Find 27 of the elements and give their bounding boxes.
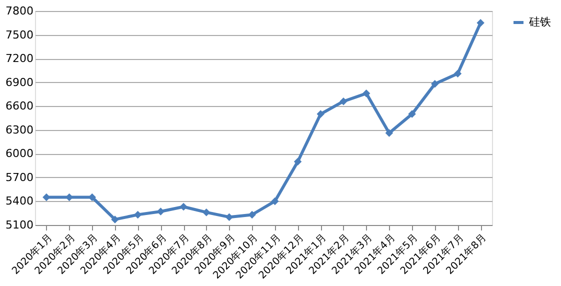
point <box>202 208 210 216</box>
point <box>225 213 234 221</box>
y-tick-label: 5400 <box>6 194 34 208</box>
y-tick-label: 5100 <box>6 218 34 232</box>
point <box>180 202 188 211</box>
y-tick-label: 7500 <box>6 28 34 42</box>
y-tick-label: 5700 <box>6 170 34 184</box>
y-tick-label: 6900 <box>6 76 34 89</box>
y-tick-label: 7200 <box>6 52 34 66</box>
y-tick-label: 6000 <box>6 147 34 160</box>
point <box>454 70 462 78</box>
y-tick-label: 6600 <box>6 100 34 113</box>
point <box>476 19 484 27</box>
y-tick-label: 7800 <box>6 4 34 18</box>
point <box>294 158 302 166</box>
point <box>134 210 142 219</box>
point <box>316 110 324 118</box>
point <box>431 80 439 88</box>
point <box>408 110 416 118</box>
y-tick-label: 6300 <box>6 123 34 136</box>
point <box>271 197 279 206</box>
point <box>385 129 394 137</box>
legend-label: 硅铁 <box>528 16 551 28</box>
point <box>362 90 370 98</box>
point <box>111 216 119 224</box>
point <box>156 208 165 216</box>
point <box>340 97 348 106</box>
